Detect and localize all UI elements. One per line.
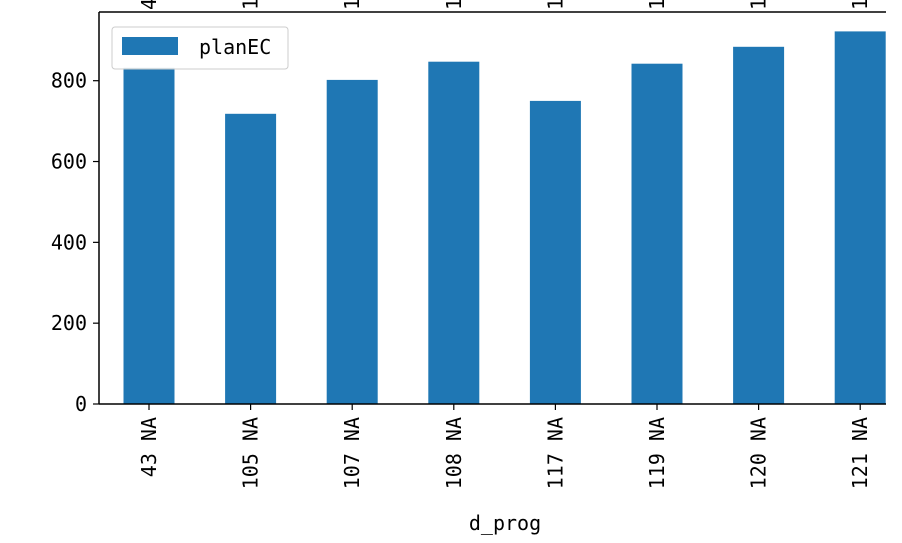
x-tick-label: 117 NA [543, 417, 567, 489]
top-category-label: 120 [747, 0, 771, 10]
bar [834, 31, 886, 404]
y-tick-label: 200 [51, 311, 87, 335]
x-tick-label: 120 NA [747, 417, 771, 489]
top-category-label: 107 [340, 0, 364, 10]
bar [123, 67, 175, 404]
top-category-label: 121 [848, 0, 872, 10]
axes [98, 11, 886, 405]
bar [326, 79, 378, 404]
ticks: 0 200 400 600 800 43 NA 105 NA 107 NA 108 NA 117 … [51, 69, 872, 490]
bar [733, 46, 785, 404]
top-category-label: 105 [239, 0, 263, 10]
bar [529, 100, 581, 404]
y-tick-label: 800 [51, 69, 87, 93]
x-tick-label: 119 NA [645, 417, 669, 489]
top-labels: 43 105 107 108 117 119 120 121 [137, 0, 872, 10]
x-axis-title: d_prog [469, 511, 541, 535]
top-category-label: 43 [137, 0, 161, 10]
x-tick-label: 107 NA [340, 417, 364, 489]
top-category-label: 108 [442, 0, 466, 10]
y-tick-label: 0 [75, 392, 87, 416]
y-tick-label: 600 [51, 150, 87, 174]
x-tick-label: 105 NA [239, 417, 263, 489]
top-category-label: 117 [543, 0, 567, 10]
y-tick-label: 400 [51, 230, 87, 254]
x-tick-label: 121 NA [848, 417, 872, 489]
x-tick-label: 43 NA [137, 417, 161, 477]
bar [225, 113, 277, 404]
bars [123, 31, 886, 404]
legend-label: planEC [199, 35, 271, 59]
legend-swatch [122, 37, 178, 55]
legend: planEC [111, 26, 289, 70]
bar [428, 61, 480, 404]
bar [631, 63, 683, 404]
x-tick-label: 108 NA [442, 417, 466, 489]
top-category-label: 119 [645, 0, 669, 10]
